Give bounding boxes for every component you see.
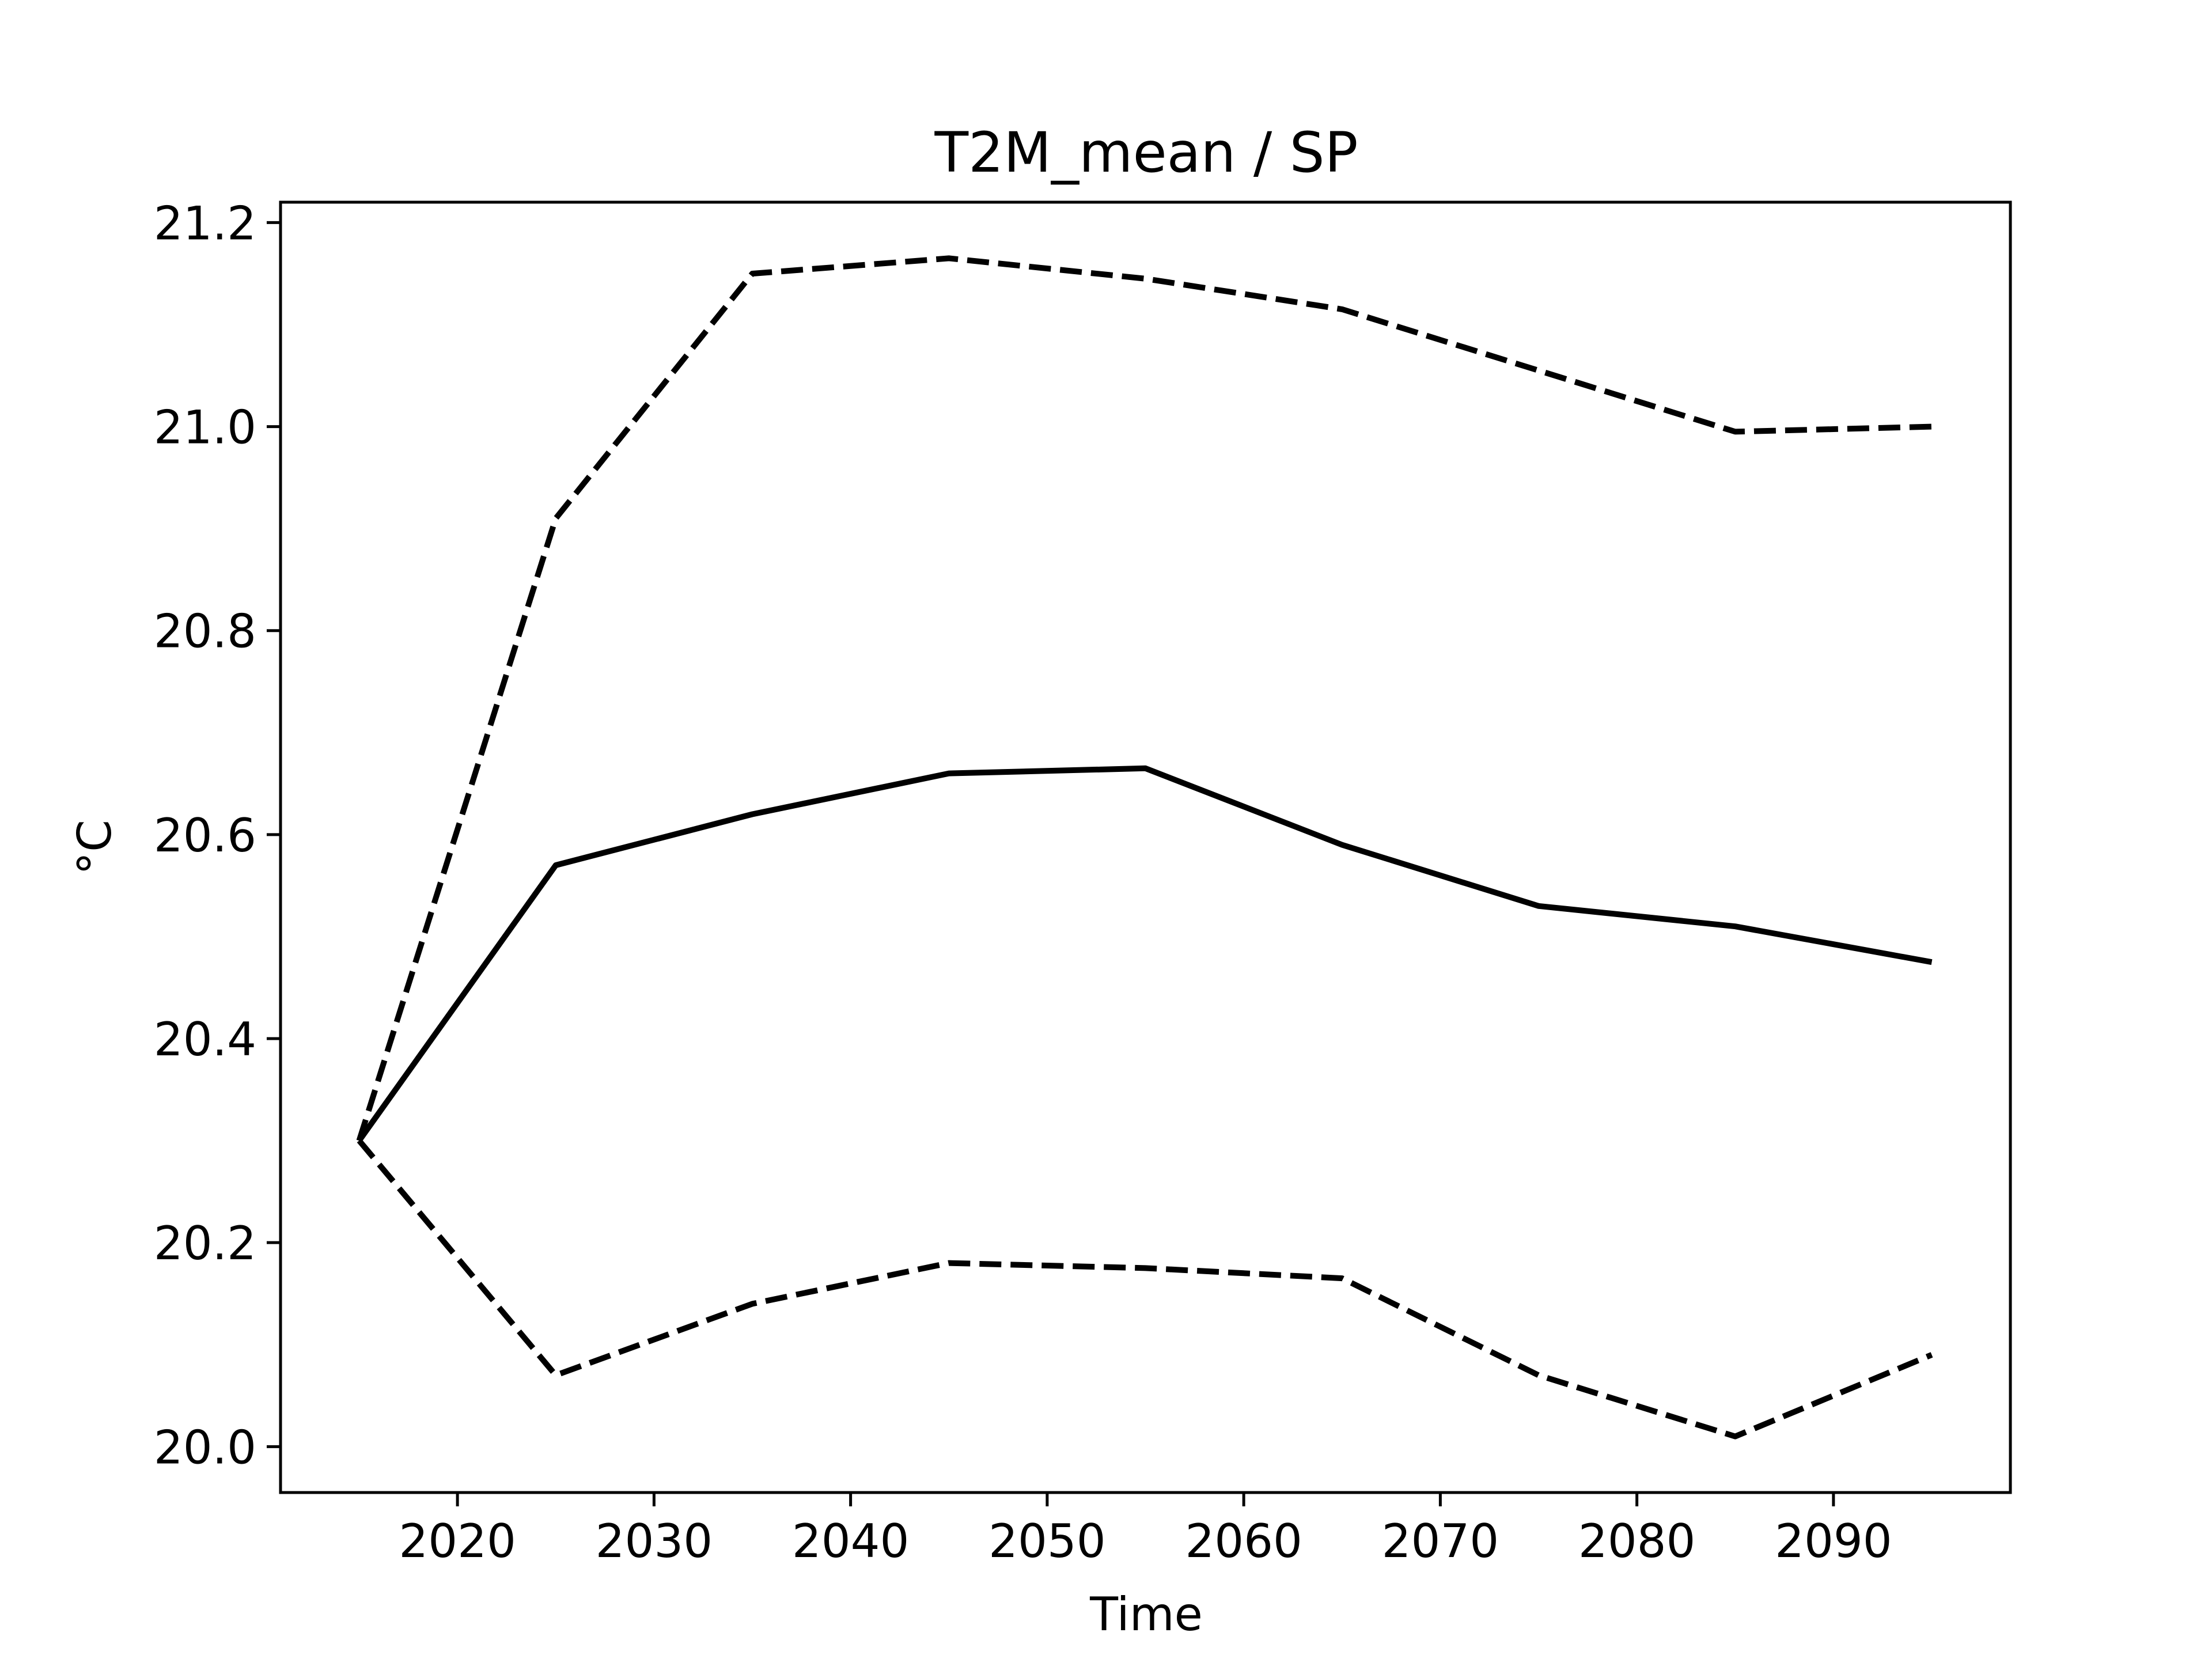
- series-line-dashed-1: [356, 255, 1932, 1142]
- plot-area-frame: [279, 200, 2012, 1494]
- y-tick-label: 20.6: [154, 809, 256, 862]
- y-tick-label: 20.0: [154, 1421, 256, 1474]
- x-tick-label: 2050: [988, 1514, 1106, 1568]
- y-tick-label: 20.2: [154, 1217, 256, 1270]
- x-tick-label: 2070: [1382, 1514, 1499, 1568]
- y-axis-label: °C: [68, 820, 122, 875]
- y-tick-label: 20.4: [154, 1013, 256, 1066]
- x-axis-label: Time: [1089, 1588, 1203, 1641]
- y-tick-label: 20.8: [154, 605, 256, 658]
- series-line-dashed-2: [357, 1138, 1933, 1440]
- series-layer: [356, 255, 1933, 1440]
- y-tick-label: 21.0: [154, 401, 256, 454]
- series-line-solid-0: [357, 765, 1933, 1143]
- x-axis: 2020 2030 2040 2050 2060 2070 2080 2090: [399, 1493, 1892, 1568]
- x-tick-label: 2040: [792, 1514, 910, 1568]
- x-tick-label: 2030: [596, 1514, 713, 1568]
- y-tick-label: 21.2: [154, 196, 256, 250]
- chart-title: T2M_mean / SP: [934, 120, 1358, 185]
- x-tick-label: 2020: [399, 1514, 516, 1568]
- x-tick-label: 2090: [1775, 1514, 1892, 1568]
- x-tick-label: 2080: [1578, 1514, 1696, 1568]
- x-tick-label: 2060: [1185, 1514, 1302, 1568]
- y-axis: 20.0 20.2 20.4 20.6 20.8 21.0 21.2: [154, 196, 281, 1474]
